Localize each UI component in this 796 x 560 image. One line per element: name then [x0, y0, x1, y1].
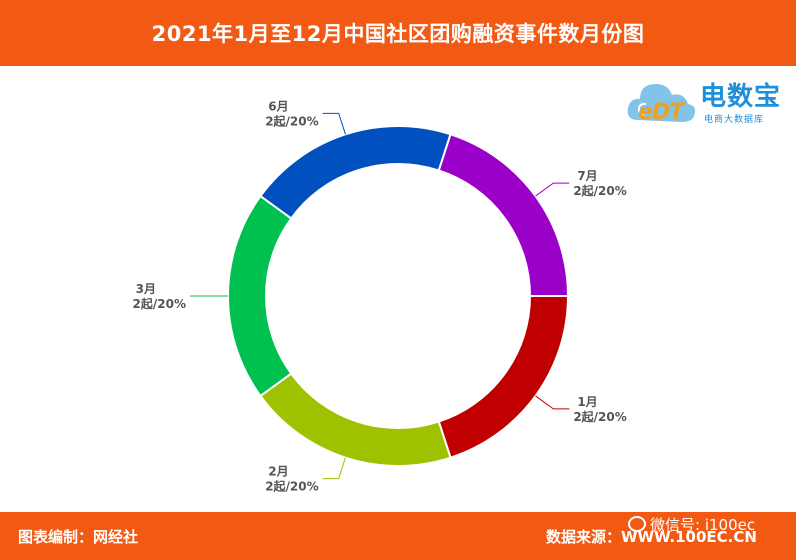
logo-subtitle: 电商大数据库	[704, 115, 765, 125]
logo-mark: eDT	[638, 100, 684, 125]
slice-value-1: 2起/20%	[573, 409, 626, 424]
footer-credit: 图表编制：网经社	[18, 528, 139, 546]
slice-label-1: 1月	[577, 395, 597, 409]
leader-line-5	[535, 182, 570, 197]
chart-footer: 图表编制：网经社 微信号: i100ec 数据来源：WWW.100EC.CN	[0, 512, 796, 560]
slice-value-5: 2起/20%	[573, 183, 626, 198]
wechat-icon	[628, 516, 646, 532]
leader-line-2	[322, 457, 346, 480]
cloud-logo-icon	[627, 84, 696, 122]
slices-layer	[227, 125, 570, 467]
logo: eDT 电数宝 电商大数据库	[624, 68, 794, 134]
slice-2	[259, 372, 452, 467]
footer-source: 数据来源：WWW.100EC.CN	[546, 528, 757, 546]
slice-label-4: 6月	[268, 99, 288, 113]
slice-value-4: 2起/20%	[265, 113, 318, 128]
slice-4	[259, 125, 452, 220]
leader-line-1	[535, 395, 570, 410]
chart-header: 2021年1月至12月中国社区团购融资事件数月份图	[0, 0, 796, 66]
slice-1	[437, 295, 570, 459]
slice-label-5: 7月	[577, 169, 597, 183]
watermark-text: 微信号: i100ec	[650, 516, 756, 534]
slice-label-3: 3月	[136, 282, 156, 296]
leader-line-4	[322, 112, 346, 135]
watermark: 微信号: i100ec	[628, 514, 755, 535]
slice-3	[227, 194, 293, 398]
slice-value-3: 2起/20%	[133, 296, 186, 311]
slice-5	[437, 133, 570, 297]
chart-title: 2021年1月至12月中国社区团购融资事件数月份图	[151, 22, 645, 46]
slice-value-2: 2起/20%	[265, 479, 318, 494]
logo-name: 电数宝	[700, 82, 782, 112]
slice-label-2: 2月	[268, 465, 288, 479]
